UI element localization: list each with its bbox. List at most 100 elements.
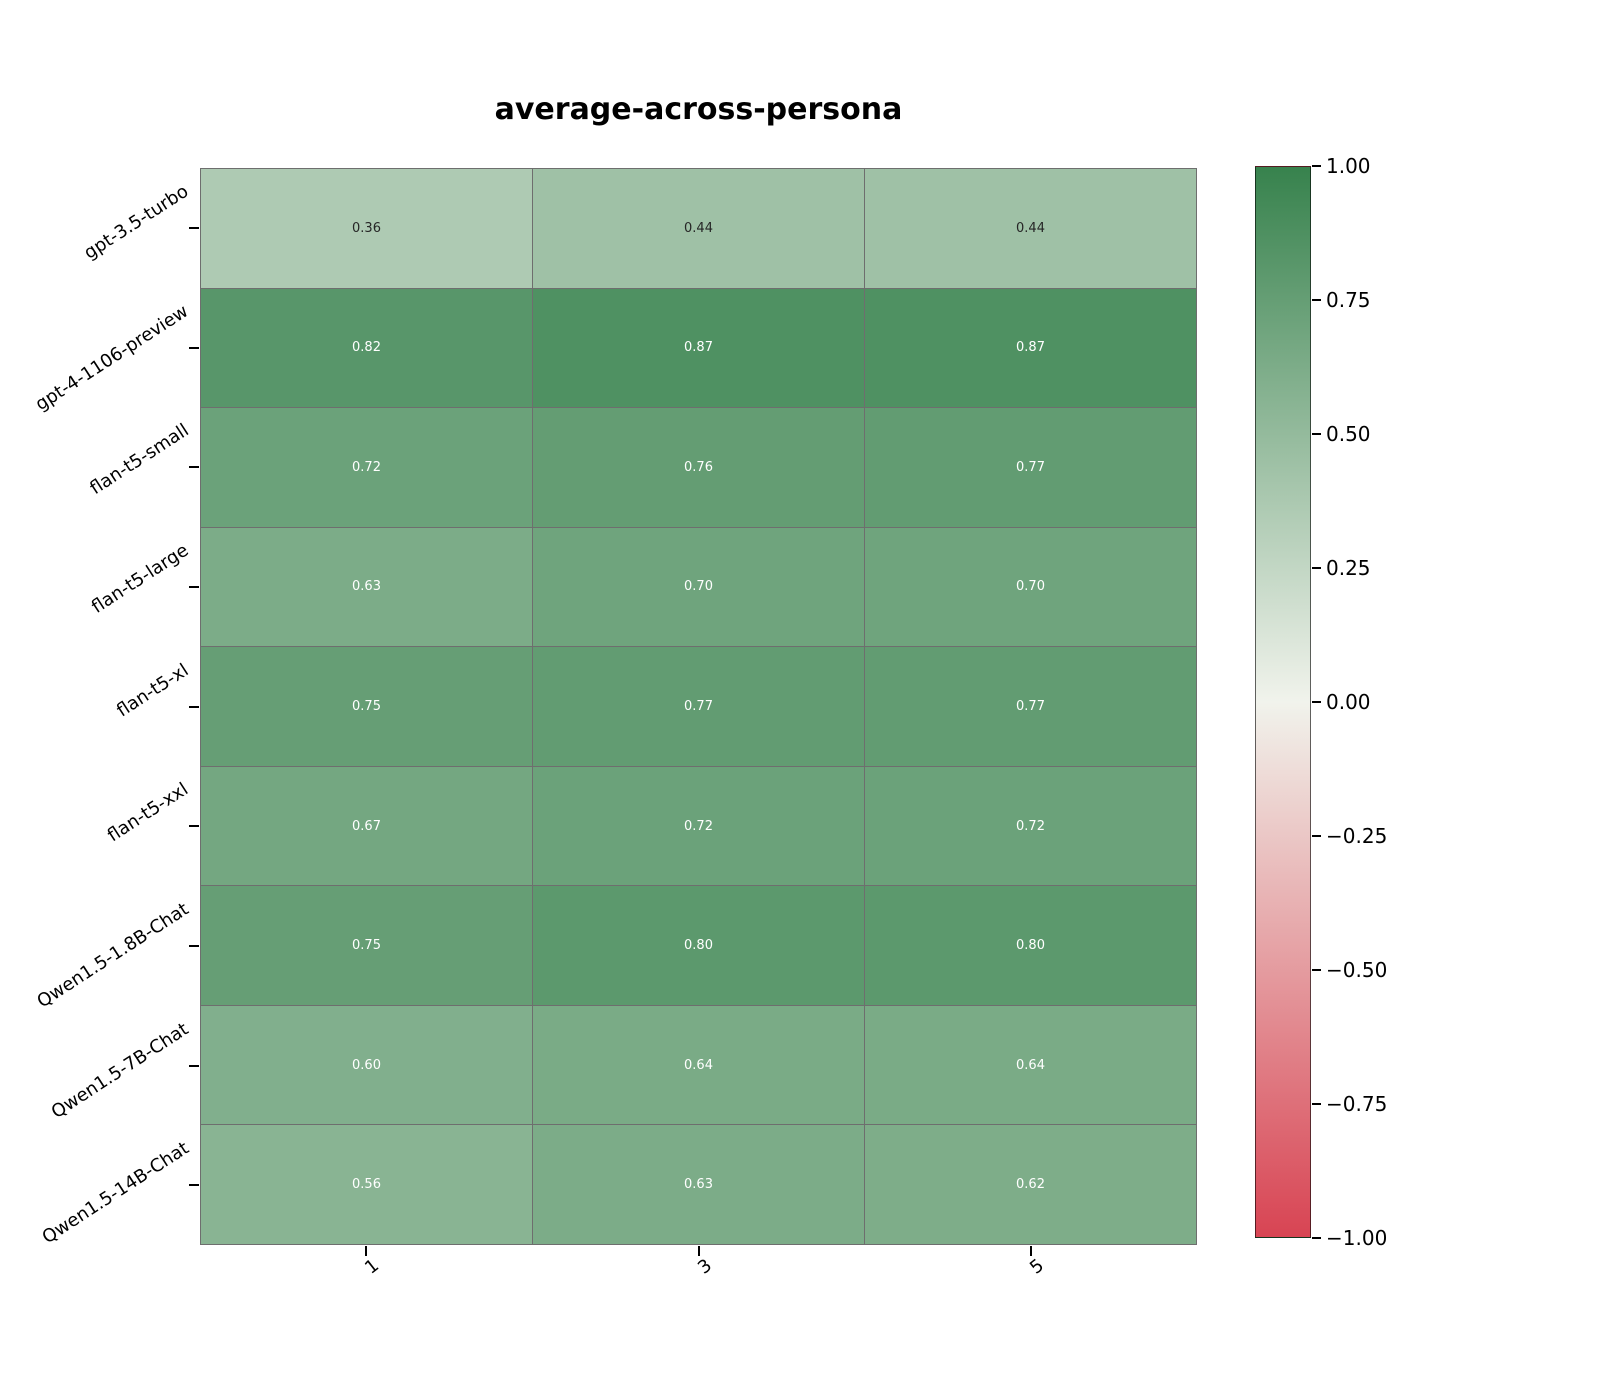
heatmap-cell: 0.87 — [865, 288, 1196, 408]
cell-value: 0.72 — [684, 818, 713, 834]
chart-title: average-across-persona — [494, 92, 903, 127]
heatmap-cell: 0.70 — [533, 527, 864, 647]
cell-value: 0.67 — [352, 818, 381, 834]
colorbar-tick — [1312, 567, 1321, 569]
heatmap-cell: 0.72 — [533, 766, 864, 886]
cell-value: 0.70 — [684, 579, 713, 595]
y-axis-tick — [189, 466, 199, 469]
x-axis-col-label: 1 — [361, 1255, 384, 1279]
y-axis-tick — [189, 1184, 199, 1187]
cell-value: 0.64 — [1016, 1057, 1045, 1073]
heatmap-cell: 0.67 — [201, 766, 532, 886]
cell-value: 0.87 — [1016, 340, 1045, 356]
cell-value: 0.56 — [352, 1177, 381, 1193]
y-axis-row-label: gpt-3.5-turbo — [80, 180, 193, 264]
y-axis-row-label: flan-t5-xxl — [104, 778, 193, 847]
heatmap-cell: 0.75 — [201, 647, 532, 766]
colorbar-tick — [1312, 165, 1321, 167]
cell-value: 0.77 — [1016, 698, 1045, 714]
y-axis-tick — [189, 825, 199, 828]
heatmap-cell: 0.56 — [201, 1125, 532, 1244]
y-axis-tick — [189, 585, 199, 588]
colorbar-tick-label: 0.75 — [1326, 288, 1371, 312]
y-axis-tick — [189, 346, 199, 349]
colorbar-tick-label: 1.00 — [1326, 154, 1371, 178]
colorbar-tick — [1312, 969, 1321, 971]
cell-value: 0.62 — [1016, 1177, 1045, 1193]
y-axis-tick — [189, 944, 199, 947]
heatmap-cell: 0.76 — [533, 408, 864, 527]
heatmap-cell: 0.64 — [533, 1005, 864, 1125]
y-axis-tick — [189, 226, 199, 229]
colorbar-tick-label: −0.50 — [1326, 958, 1388, 982]
cell-value: 0.75 — [352, 698, 381, 714]
y-axis-tick — [189, 705, 199, 708]
heatmap-grid: 0.36 0.44 0.44 0.82 0.87 0.87 0.72 0.76 0.77 0.63… — [200, 168, 1197, 1245]
y-axis-row-label: Qwen1.5-14B-Chat — [38, 1137, 193, 1249]
heatmap-cell: 0.70 — [865, 527, 1196, 647]
colorbar-tick — [1312, 1237, 1321, 1239]
heatmap-cell: 0.77 — [865, 647, 1196, 766]
colorbar-tick — [1312, 433, 1321, 435]
colorbar-tick — [1312, 1103, 1321, 1105]
cell-value: 0.72 — [1016, 818, 1045, 834]
y-axis-row-label: flan-t5-large — [87, 539, 193, 618]
cell-value: 0.87 — [684, 340, 713, 356]
colorbar-tick-label: 0.00 — [1326, 690, 1371, 714]
heatmap-cell: 0.77 — [533, 647, 864, 766]
heatmap-cell: 0.75 — [201, 886, 532, 1005]
colorbar-tick — [1312, 299, 1321, 301]
heatmap-cell: 0.63 — [201, 527, 532, 647]
cell-value: 0.80 — [1016, 938, 1045, 954]
cell-value: 0.72 — [352, 459, 381, 475]
cell-value: 0.76 — [684, 459, 713, 475]
colorbar-tick — [1312, 835, 1321, 837]
x-axis-tick — [697, 1246, 700, 1256]
y-axis-row-label: gpt-4-1106-preview — [32, 300, 193, 415]
heatmap-cell: 0.72 — [865, 766, 1196, 886]
x-axis-col-label: 3 — [693, 1255, 716, 1279]
cell-value: 0.77 — [684, 698, 713, 714]
heatmap-cell: 0.63 — [533, 1125, 864, 1244]
heatmap-cell: 0.62 — [865, 1125, 1196, 1244]
heatmap-cell: 0.60 — [201, 1005, 532, 1125]
heatmap-cell: 0.77 — [865, 408, 1196, 527]
y-axis-row-label: Qwen1.5-1.8B-Chat — [33, 898, 193, 1013]
heatmap-cell: 0.80 — [533, 886, 864, 1005]
heatmap-cell: 0.44 — [533, 169, 864, 288]
cell-value: 0.70 — [1016, 579, 1045, 595]
heatmap-cell: 0.36 — [201, 169, 532, 288]
cell-value: 0.77 — [1016, 459, 1045, 475]
colorbar-tick-label: 0.25 — [1326, 556, 1371, 580]
heatmap-cell: 0.80 — [865, 886, 1196, 1005]
cell-value: 0.60 — [352, 1057, 381, 1073]
heatmap-cell: 0.72 — [201, 408, 532, 527]
cell-value: 0.36 — [352, 220, 381, 236]
cell-value: 0.63 — [684, 1177, 713, 1193]
y-axis-tick — [189, 1064, 199, 1067]
heatmap-cell: 0.64 — [865, 1005, 1196, 1125]
x-axis-tick — [1029, 1246, 1032, 1256]
colorbar-gradient — [1255, 166, 1311, 1238]
colorbar-tick-label: 0.50 — [1326, 422, 1371, 446]
colorbar-tick-label: −0.25 — [1326, 824, 1388, 848]
heatmap-cell: 0.87 — [533, 288, 864, 408]
y-axis-row-label: Qwen1.5-7B-Chat — [47, 1018, 193, 1123]
cell-value: 0.44 — [1016, 220, 1045, 236]
cell-value: 0.63 — [352, 579, 381, 595]
x-axis-tick — [365, 1246, 368, 1256]
y-axis-row-label: flan-t5-small — [86, 419, 193, 500]
cell-value: 0.82 — [352, 340, 381, 356]
colorbar-tick — [1312, 701, 1321, 703]
cell-value: 0.64 — [684, 1057, 713, 1073]
colorbar-tick-label: −1.00 — [1326, 1226, 1388, 1250]
heatmap-cell: 0.44 — [865, 169, 1196, 288]
cell-value: 0.80 — [684, 938, 713, 954]
x-axis-col-label: 5 — [1025, 1255, 1048, 1279]
cell-value: 0.75 — [352, 938, 381, 954]
y-axis-row-label: flan-t5-xl — [113, 659, 193, 721]
colorbar-tick-label: −0.75 — [1326, 1092, 1388, 1116]
heatmap-cell: 0.82 — [201, 288, 532, 408]
cell-value: 0.44 — [684, 220, 713, 236]
